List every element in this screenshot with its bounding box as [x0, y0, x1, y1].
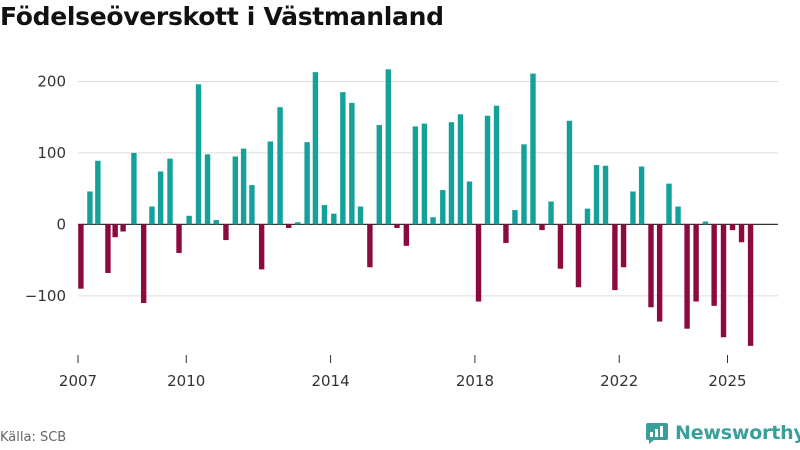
bar [648, 224, 654, 308]
bar [656, 224, 663, 322]
bar [675, 206, 681, 225]
bar [340, 92, 346, 225]
brand-name: Newsworthy [675, 422, 800, 444]
bar [584, 208, 591, 225]
bar [430, 217, 436, 225]
bar [412, 126, 419, 225]
bar [484, 115, 491, 225]
x-tick-label: 2022 [600, 372, 638, 390]
axes: −100 0 100 200 2007 2010 2014 2018 2022 2025 [25, 72, 747, 390]
bar [466, 181, 473, 225]
bar [385, 69, 392, 225]
bar [232, 156, 239, 225]
bar [157, 171, 164, 225]
bar [331, 213, 337, 225]
source-label: Källa: SCB [0, 430, 67, 445]
bar [87, 191, 93, 225]
bar [693, 224, 699, 302]
bar [167, 158, 173, 225]
bar [95, 160, 101, 225]
bar [475, 224, 482, 302]
x-tick-label: 2007 [59, 372, 97, 390]
newsworthy-chart-logo-icon [646, 423, 668, 444]
bar [240, 148, 247, 225]
x-tick-label: 2018 [456, 372, 494, 390]
bar [394, 224, 400, 228]
bar [421, 123, 428, 225]
bar [630, 191, 636, 225]
bar [213, 220, 219, 225]
y-tick-label: −100 [25, 287, 66, 305]
bar [593, 165, 600, 225]
y-tick-label: 100 [37, 144, 66, 162]
bar [720, 224, 727, 338]
bar [321, 205, 328, 225]
bar [267, 141, 274, 225]
bar [249, 185, 255, 225]
bar [204, 154, 211, 225]
bar [140, 224, 147, 303]
bar [376, 125, 382, 225]
bar [312, 72, 319, 225]
bar [186, 215, 192, 225]
bar [195, 84, 202, 225]
bar [367, 224, 373, 268]
bar [711, 224, 717, 306]
bar [277, 107, 283, 225]
bar [747, 224, 754, 346]
bar [223, 224, 229, 241]
bar [112, 224, 118, 238]
bar [131, 152, 137, 225]
bar [575, 224, 582, 288]
bar [557, 224, 564, 269]
bar [304, 142, 310, 225]
bar [503, 224, 509, 243]
bar [566, 120, 573, 225]
bar [440, 190, 446, 225]
brand[interactable]: Newsworthy [645, 420, 800, 446]
bar [539, 224, 545, 231]
bar [612, 224, 618, 291]
y-tick-label: 200 [37, 72, 66, 90]
bar [638, 166, 645, 225]
bar [176, 224, 182, 253]
bar-chart: −100 0 100 200 2007 2010 2014 2018 2022 2025 [25, 69, 778, 390]
bar [548, 201, 554, 225]
bar [493, 105, 500, 225]
bar [729, 224, 736, 231]
y-tick-label: 0 [56, 215, 66, 233]
bar [149, 206, 155, 225]
bar [120, 224, 126, 232]
bar [738, 224, 745, 243]
bar [357, 206, 364, 225]
bar [620, 224, 627, 268]
bar [403, 224, 410, 246]
bar [258, 224, 265, 270]
bar [349, 102, 355, 225]
bar [105, 224, 111, 273]
bar [666, 183, 672, 225]
page-title: Födelseöverskott i Västmanland [0, 2, 444, 31]
bar [521, 144, 527, 225]
bar [702, 221, 709, 225]
bar [602, 165, 609, 225]
bar [78, 224, 84, 289]
bar [457, 114, 464, 225]
bars [78, 69, 754, 346]
bar [684, 224, 690, 329]
x-tick-label: 2025 [708, 372, 746, 390]
grid-lines [78, 80, 778, 297]
x-tick-label: 2014 [311, 372, 349, 390]
bar [295, 222, 301, 225]
bar [448, 122, 455, 225]
bar [530, 73, 536, 225]
bar [286, 224, 292, 228]
x-tick-label: 2010 [167, 372, 205, 390]
bar [512, 210, 518, 225]
